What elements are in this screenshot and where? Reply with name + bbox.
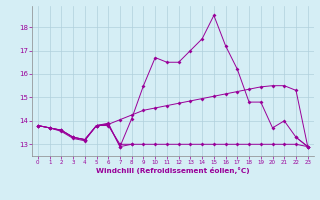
X-axis label: Windchill (Refroidissement éolien,°C): Windchill (Refroidissement éolien,°C) <box>96 167 250 174</box>
